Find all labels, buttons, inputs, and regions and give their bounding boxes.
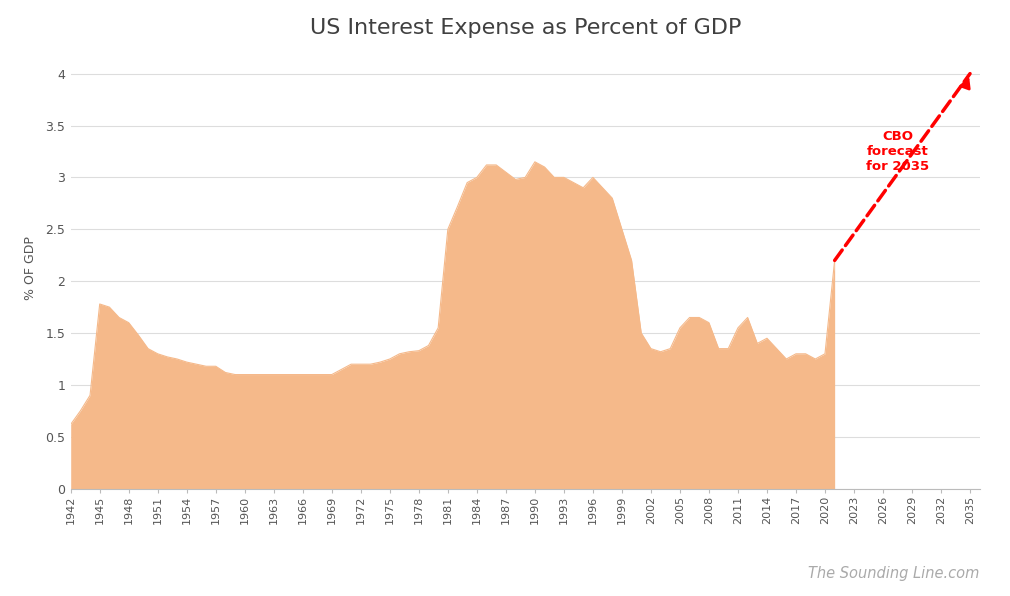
Y-axis label: % OF GDP: % OF GDP [24,236,36,300]
Title: US Interest Expense as Percent of GDP: US Interest Expense as Percent of GDP [309,18,741,38]
Text: The Sounding Line.com: The Sounding Line.com [808,566,980,581]
Text: CBO
forecast
for 2035: CBO forecast for 2035 [866,130,929,173]
